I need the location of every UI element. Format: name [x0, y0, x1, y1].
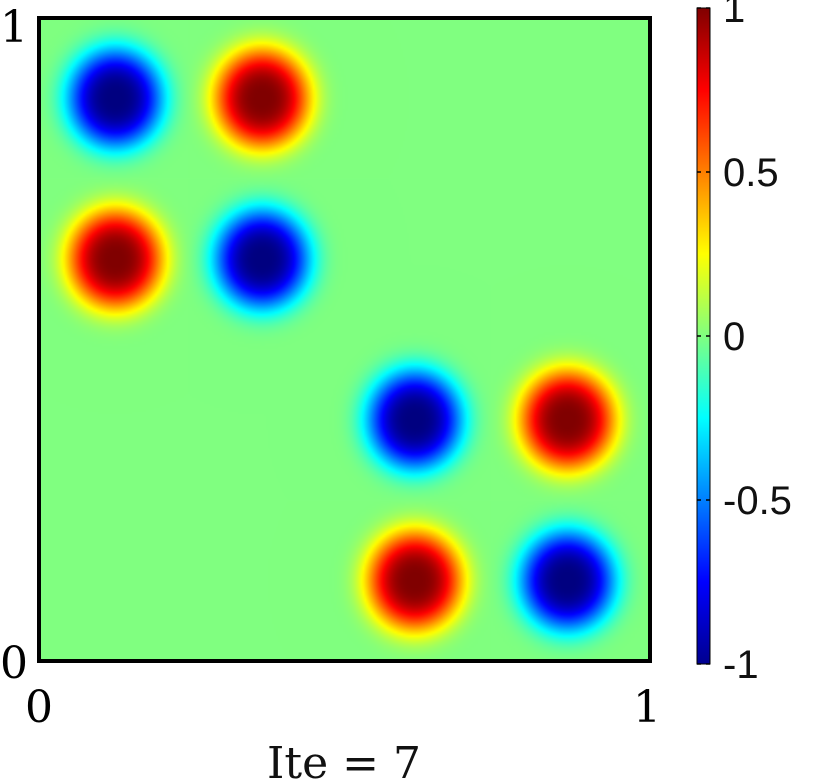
x-axis-title: Ite = 7 [267, 738, 421, 784]
colorbar-tick-label: -0.5 [723, 479, 792, 523]
colorbar-tick-label: 1 [723, 0, 745, 31]
colorbar-tick-label: 0.5 [723, 151, 779, 195]
x-axis: 0 1 Ite = 7 [25, 682, 661, 784]
x-tick-label-1: 1 [633, 682, 661, 733]
colorbar-tick-label: -1 [723, 643, 759, 687]
y-tick-label-0: 0 [0, 638, 28, 689]
heatmap-image [39, 18, 650, 661]
plot-area [37, 16, 652, 663]
y-axis: 1 0 [0, 2, 28, 689]
x-tick-label-0: 0 [25, 682, 53, 733]
plot-frame [37, 16, 652, 663]
colorbar-tick-label: 0 [723, 315, 745, 359]
colorbar-ticks: 1 0.5 0 -0.5 -1 [697, 0, 792, 687]
y-tick-label-1: 1 [0, 2, 28, 53]
colorbar: 1 0.5 0 -0.5 -1 [696, 0, 792, 687]
